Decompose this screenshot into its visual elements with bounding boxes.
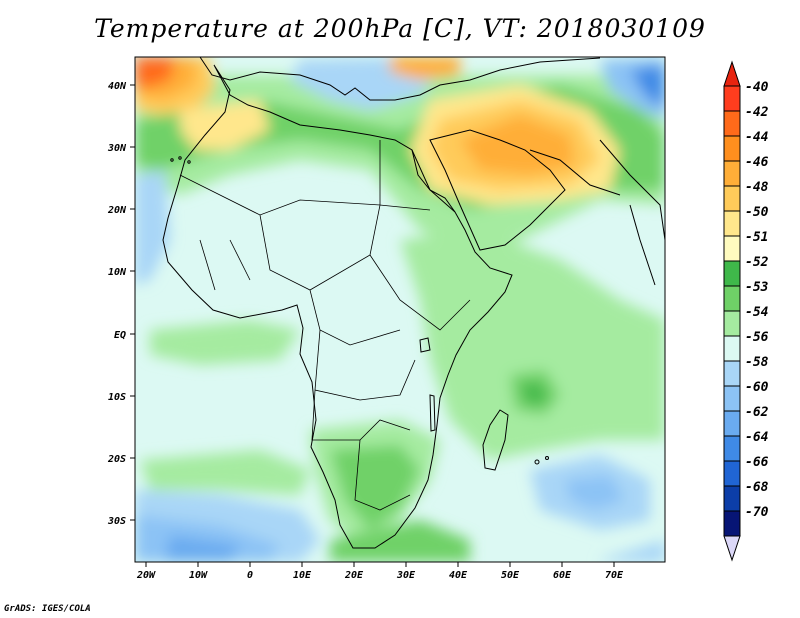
colorbar-label: -53 (745, 280, 769, 295)
lat-label: 10N (108, 267, 127, 278)
lon-label: 50E (501, 570, 520, 581)
colorbar-label: -54 (745, 305, 769, 320)
temperature-field (135, 57, 665, 562)
colorbar-top-arrow (723, 60, 741, 87)
colorbar-swatch (723, 360, 741, 387)
colorbar-swatch (723, 460, 741, 487)
colorbar-swatch (723, 285, 741, 312)
colorbar-swatch (723, 435, 741, 462)
lat-axis: 40N 30N 20N 10N EQ 10S 20S 30S (107, 81, 135, 527)
colorbar-swatch (723, 210, 741, 237)
lon-label: 20W (136, 570, 156, 581)
colorbar-swatch (723, 385, 741, 412)
colorbar-label: -70 (745, 505, 769, 520)
grads-credit: GrADS: IGES/COLA (4, 604, 91, 614)
madagascar-coastline (482, 409, 509, 471)
lon-axis: 20W 10W 0 10E 20E 30E 40E 50E 60E 70E (136, 562, 624, 581)
colorbar-label: -51 (745, 230, 768, 245)
colorbar-swatch (723, 310, 741, 337)
colorbar-label: -42 (745, 105, 769, 120)
lon-label: 40E (449, 570, 468, 581)
colorbar-swatch (723, 85, 741, 112)
colorbar-swatch (723, 185, 741, 212)
colorbar-label: -40 (745, 80, 769, 95)
colorbar-label: -48 (745, 180, 769, 195)
lon-label: 10W (189, 570, 208, 581)
colorbar-bottom-arrow (723, 535, 741, 562)
lat-label: 30N (107, 143, 127, 154)
arabia-coastline (429, 129, 566, 251)
lon-label: 60E (553, 570, 572, 581)
europe-coastline (199, 57, 601, 101)
colorbar-label: -44 (745, 130, 769, 145)
colorbar-label: -58 (745, 355, 769, 370)
colorbar-label: -52 (745, 255, 769, 270)
coastlines (162, 57, 665, 549)
map-title: Temperature at 200hPa [C], VT: 201803010… (94, 14, 706, 43)
map-frame (134, 56, 666, 563)
colorbar-swatch (723, 235, 741, 262)
colorbar-swatch (723, 485, 741, 512)
lat-label: EQ (114, 330, 126, 341)
lat-label: 40N (108, 81, 127, 92)
colorbar-label: -46 (745, 155, 769, 170)
colorbar-label: -66 (745, 455, 769, 470)
colorbar-label: -64 (745, 430, 769, 445)
lon-label: 70E (605, 570, 624, 581)
colorbar-swatch (723, 160, 741, 187)
africa-coastline (162, 64, 513, 549)
colorbar-swatch (723, 335, 741, 362)
lat-label: 30S (107, 516, 126, 527)
colorbar-swatch (723, 510, 741, 537)
colorbar-swatch (723, 135, 741, 162)
lon-label: 20E (344, 570, 364, 581)
colorbar: -40 -42 -44 -46 -48 -50 -51 -52 -53 -54 -56 -58 -60 -… (723, 60, 769, 562)
colorbar-label: -56 (745, 330, 769, 345)
colorbar-swatch (723, 410, 741, 437)
colorbar-label: -50 (745, 205, 769, 220)
colorbar-swatch (723, 110, 741, 137)
lon-label: 0 (247, 570, 253, 581)
lon-label: 10E (293, 570, 312, 581)
colorbar-label: -62 (745, 405, 769, 420)
lat-label: 20S (107, 454, 126, 465)
lon-label: 30E (396, 570, 416, 581)
colorbar-swatch (723, 260, 741, 287)
lat-label: 20N (107, 205, 127, 216)
colorbar-label: -60 (745, 380, 769, 395)
colorbar-label: -68 (745, 480, 769, 495)
lat-label: 10S (108, 392, 126, 403)
